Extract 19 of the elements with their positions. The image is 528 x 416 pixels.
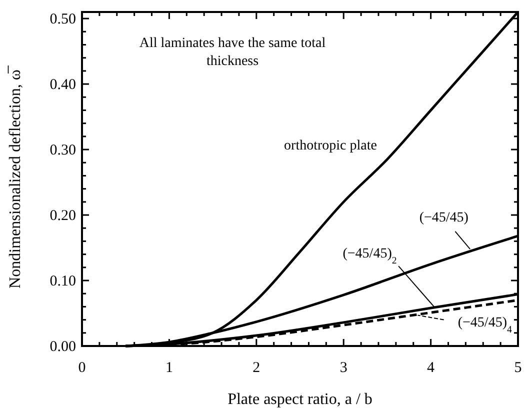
y-tick-label: 0.00 [50, 339, 76, 355]
y-tick-label: 0.10 [50, 274, 76, 290]
y-tick-label: 0.50 [50, 12, 76, 28]
x-tick-label: 2 [252, 360, 260, 376]
y-tick-label: 0.40 [50, 77, 76, 94]
text: (−45/45)$_{2}$ [342, 246, 397, 266]
x-tick-label: 1 [165, 360, 173, 376]
x-tick-label: 5 [514, 360, 522, 376]
y-axis-title: Nondimensionalized deflection, ω̅ [7, 64, 24, 288]
x-tick-label: 0 [78, 360, 86, 376]
x-axis-title: Plate aspect ratio, a / b [228, 391, 372, 408]
series-label: (−45/45) [419, 210, 469, 226]
y-tick-label: 0.30 [50, 142, 76, 159]
series-label: orthotropic plate [284, 138, 377, 154]
y-tick-label: 0.20 [50, 208, 76, 224]
x-tick-label: 3 [340, 360, 348, 376]
annotation: All laminates have the same total thickness [138, 34, 327, 71]
legend-label: (−45/45)$_{4}$ [458, 315, 512, 335]
x-tick-label: 4 [427, 360, 436, 376]
